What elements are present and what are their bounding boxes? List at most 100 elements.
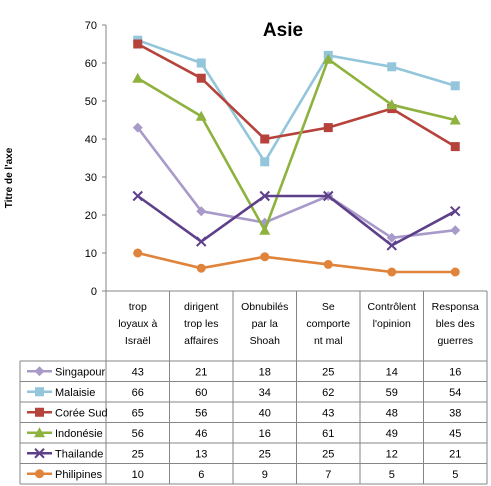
series-line [137,251,456,274]
table-value: 43 [132,366,144,378]
y-tick-label: 0 [91,286,97,298]
y-tick-label: 20 [85,210,97,222]
legend-label: Thailande [55,448,103,460]
series-group [133,248,460,277]
table-value: 54 [449,387,461,399]
legend-label: Corée Sud [55,407,108,419]
table-value: 25 [259,448,271,460]
y-tick-label: 30 [85,172,97,184]
series-line [137,57,456,232]
data-point [260,157,270,167]
table-value: 16 [449,366,461,378]
y-axis-title: Titre de l'axe [4,147,15,208]
data-point [387,267,397,277]
series-group [132,53,461,235]
data-point [132,72,144,83]
data-point [323,123,333,133]
category-label: trop loyaux à Israël [118,301,157,347]
table-value: 25 [322,448,334,460]
data-point [196,206,207,217]
data-point [450,81,460,91]
table-value: 43 [322,407,334,419]
table-value: 38 [449,407,461,419]
table-value: 65 [132,407,144,419]
data-point [259,190,270,202]
table-value: 46 [195,428,207,440]
data-point [196,263,206,273]
series-line [137,38,456,164]
legend-marker [35,387,44,397]
data-point [133,248,143,258]
chart-title: Asie [263,20,303,41]
data-point [450,225,461,236]
category-label: Responsa bles des guerres [432,301,479,347]
data-point [386,99,398,110]
y-tick-label: 40 [85,134,97,146]
y-tick-label: 50 [85,96,97,108]
data-point [260,134,270,144]
table-value: 59 [386,387,398,399]
table-value: 5 [452,469,458,481]
series-line [137,42,456,148]
table-value: 6 [198,469,204,481]
data-point [450,205,461,217]
legend-marker [34,427,45,438]
table-value: 49 [386,428,398,440]
series-line [136,126,456,240]
table-value: 66 [132,387,144,399]
data-point [323,190,334,202]
legend-marker [35,469,44,479]
data-point [196,58,206,68]
table-value: 16 [259,428,271,440]
table-value: 10 [132,469,144,481]
table-value: 56 [195,407,207,419]
table-value: 21 [195,366,207,378]
legend-label: Philipines [55,469,103,481]
category-label: Se comporte nt mal [306,301,350,347]
category-label: dirigent trop les affaires [184,301,219,347]
category-label: Obnubilés par la Shoah [241,301,288,347]
table-value: 48 [386,407,398,419]
data-point [450,267,460,277]
data-point [132,190,143,202]
table-value: 45 [449,428,461,440]
series-group [132,122,461,243]
data-point [132,122,143,133]
table-value: 62 [322,387,334,399]
table-value: 25 [132,448,144,460]
legend-marker [34,366,45,377]
legend-label: Singapour [55,366,105,378]
data-point [322,53,334,64]
legend-label: Malaisie [55,387,95,399]
data-point [387,62,397,72]
series-group [132,190,461,251]
data-point [450,142,460,152]
data-point [196,236,207,247]
data-point [386,232,397,243]
table-value: 5 [389,469,395,481]
table-value: 60 [195,387,207,399]
table-value: 18 [259,366,271,378]
table-value: 56 [132,428,144,440]
data-point [386,240,397,251]
table-value: 7 [325,469,331,481]
data-point [323,259,333,269]
y-tick-label: 60 [85,58,97,70]
table-value: 9 [262,469,268,481]
table-value: 14 [386,366,398,378]
table-value: 13 [195,448,207,460]
data-point [260,252,270,262]
legend-label: Indonésie [55,428,103,440]
series-line [136,194,456,247]
table-value: 25 [322,366,334,378]
data-point [133,39,143,49]
table-value: 12 [386,448,398,460]
category-label: Contrôlent l'opinion [368,301,417,330]
legend-marker [34,448,45,459]
table-value: 40 [259,407,271,419]
table-value: 21 [449,448,461,460]
y-tick-label: 10 [85,248,97,260]
data-point [259,224,271,235]
table-value: 34 [259,387,271,399]
